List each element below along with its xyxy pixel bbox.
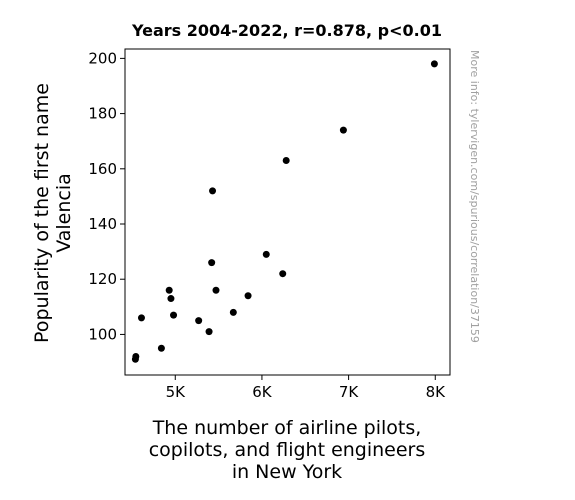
y-tick-label: 140 bbox=[88, 215, 117, 233]
y-tick-label: 100 bbox=[88, 325, 117, 343]
y-axis-label-line-2: Valencia bbox=[53, 173, 75, 253]
data-point bbox=[279, 270, 287, 278]
data-point bbox=[282, 157, 290, 165]
y-tick-label: 180 bbox=[88, 105, 117, 123]
y-axis-label-line-1: Popularity of the first name bbox=[31, 83, 53, 343]
y-tick-label: 120 bbox=[88, 270, 117, 288]
plot-area bbox=[124, 48, 451, 376]
data-point bbox=[205, 328, 213, 336]
data-point bbox=[212, 286, 220, 294]
data-point bbox=[195, 317, 203, 325]
data-point bbox=[137, 314, 145, 322]
y-axis: 100 120 140 160 180 200 bbox=[88, 49, 125, 343]
x-tick-label: 7K bbox=[339, 383, 360, 401]
x-tick-label: 5K bbox=[166, 383, 187, 401]
watermark: More info: tylervigen.com/spurious/corre… bbox=[468, 50, 481, 343]
data-point bbox=[430, 60, 438, 68]
data-point bbox=[170, 311, 178, 319]
data-points bbox=[131, 60, 438, 363]
y-tick-label: 200 bbox=[88, 49, 117, 67]
data-point bbox=[209, 187, 217, 195]
data-point bbox=[167, 295, 175, 303]
data-point bbox=[244, 292, 252, 300]
chart-title: Years 2004-2022, r=0.878, p<0.01 bbox=[131, 21, 442, 40]
x-axis-label-line-2: copilots, and flight engineers bbox=[149, 439, 426, 461]
x-axis-label-line-3: in New York bbox=[232, 461, 342, 483]
data-point bbox=[165, 286, 173, 294]
data-point bbox=[262, 250, 270, 258]
x-tick-label: 8K bbox=[426, 383, 447, 401]
x-axis: 5K 6K 7K 8K bbox=[166, 375, 447, 401]
data-point bbox=[132, 353, 140, 361]
x-tick-label: 6K bbox=[252, 383, 273, 401]
data-point bbox=[208, 259, 216, 267]
data-point bbox=[229, 308, 237, 316]
data-point bbox=[339, 126, 347, 134]
x-axis-label-line-1: The number of airline pilots, bbox=[152, 417, 422, 439]
data-point bbox=[157, 344, 165, 352]
y-tick-label: 160 bbox=[88, 160, 117, 178]
